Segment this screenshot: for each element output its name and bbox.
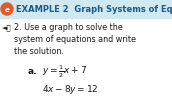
Text: e: e [5, 6, 9, 13]
Text: 2. Use a graph to solve the: 2. Use a graph to solve the [14, 22, 123, 31]
Circle shape [1, 3, 13, 15]
Text: $y = \frac{1}{2}x + 7$: $y = \frac{1}{2}x + 7$ [42, 64, 87, 80]
Text: system of equations and write: system of equations and write [14, 34, 136, 43]
Text: a.: a. [28, 68, 37, 77]
Text: EXAMPLE 2  Graph Systems of Equ: EXAMPLE 2 Graph Systems of Equ [16, 6, 172, 15]
Text: $4x - 8y = 12$: $4x - 8y = 12$ [42, 84, 99, 96]
Text: ◄⦿: ◄⦿ [2, 25, 12, 31]
Text: the solution.: the solution. [14, 47, 64, 56]
FancyBboxPatch shape [0, 0, 172, 18]
